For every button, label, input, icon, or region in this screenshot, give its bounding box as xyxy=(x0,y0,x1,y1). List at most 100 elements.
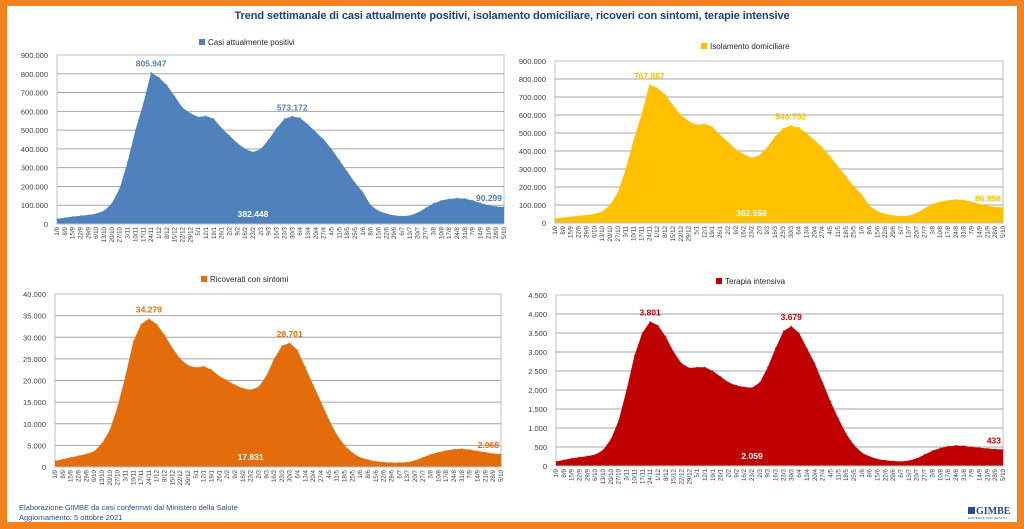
data-point xyxy=(291,115,293,117)
x-tick-label: 15/6 xyxy=(376,226,383,239)
data-point xyxy=(633,355,636,357)
data-point xyxy=(798,127,800,129)
data-point xyxy=(218,375,220,377)
data-point xyxy=(362,191,364,193)
data-point xyxy=(150,72,152,74)
y-tick-label: 500.000 xyxy=(519,129,546,138)
data-point xyxy=(947,199,949,201)
data-point xyxy=(210,369,213,371)
data-point xyxy=(860,193,863,195)
data-label: 540.792 xyxy=(775,112,806,122)
data-point xyxy=(95,213,97,215)
data-point xyxy=(672,104,674,106)
x-tick-label: 27/10 xyxy=(117,226,124,242)
data-point xyxy=(900,460,902,463)
data-point xyxy=(343,444,346,446)
data-point xyxy=(359,456,361,459)
x-tick-label: 22/9 xyxy=(78,226,85,239)
x-tick-label: 13/10 xyxy=(101,226,108,242)
x-tick-label: 2/3 xyxy=(255,469,262,478)
data-point xyxy=(916,457,918,459)
x-tick-label: 29/12 xyxy=(185,469,192,485)
x-tick-label: 9/3 xyxy=(263,469,270,478)
data-point xyxy=(257,386,260,388)
data-point xyxy=(492,452,494,455)
data-point xyxy=(377,210,380,212)
data-point xyxy=(307,123,309,126)
data-point xyxy=(602,449,604,451)
x-tick-label: 20/4 xyxy=(313,226,320,239)
y-tick-label: 35.000 xyxy=(23,312,46,321)
y-tick-label: 200.000 xyxy=(519,183,546,192)
x-tick-label: 2/2 xyxy=(726,468,733,477)
x-tick-label: 18/5 xyxy=(843,468,850,481)
data-point xyxy=(570,216,572,218)
data-point xyxy=(260,148,262,150)
x-tick-label: 27/10 xyxy=(115,469,122,485)
data-point xyxy=(398,462,400,464)
data-point xyxy=(85,453,87,455)
x-tick-label: 28/9 xyxy=(490,469,497,482)
data-point xyxy=(869,455,871,458)
x-tick-label: 14/9 xyxy=(976,468,983,481)
x-tick-label: 24/8 xyxy=(953,225,960,238)
data-label: 3.679 xyxy=(781,312,803,322)
x-tick-label: 13/7 xyxy=(906,468,913,481)
x-tick-label: 19/1 xyxy=(208,469,215,482)
x-tick-label: 15/9 xyxy=(70,226,77,239)
data-point xyxy=(759,381,761,383)
x-tick-label: 30/3 xyxy=(788,468,795,481)
data-point xyxy=(562,217,564,219)
data-point xyxy=(955,444,957,447)
x-tick-label: 9/2 xyxy=(234,226,241,235)
x-tick-label: 2/2 xyxy=(725,225,732,234)
data-point xyxy=(79,215,82,217)
x-tick-label: 30/3 xyxy=(788,225,795,238)
data-point xyxy=(109,429,111,431)
x-tick-label: 6/4 xyxy=(297,226,304,235)
y-tick-label: 5.000 xyxy=(27,441,46,450)
x-tick-label: 10/11 xyxy=(130,469,137,485)
x-tick-label: 8/12 xyxy=(164,226,171,239)
x-tick-label: 8/6 xyxy=(365,469,372,478)
data-point xyxy=(970,201,973,203)
x-tick-label: 15/12 xyxy=(169,469,176,485)
data-point xyxy=(385,213,387,215)
footer-source: Elaborazione GIMBE da casi confermati da… xyxy=(19,503,238,512)
x-tick-label: 8/12 xyxy=(663,468,670,481)
x-tick-label: 3/11 xyxy=(623,225,630,237)
data-point xyxy=(633,139,635,141)
x-tick-label: 3/11 xyxy=(122,469,129,481)
data-point xyxy=(158,76,160,79)
x-tick-label: 12/1 xyxy=(203,226,210,239)
data-point xyxy=(609,204,611,206)
data-point xyxy=(409,214,411,217)
legend-swatch xyxy=(716,278,722,284)
x-tick-label: 10/11 xyxy=(631,225,638,241)
data-point xyxy=(432,202,435,204)
data-point xyxy=(417,212,419,214)
x-tick-label: 29/12 xyxy=(187,226,194,242)
y-tick-label: 900.000 xyxy=(21,51,48,60)
y-tick-label: 1.000 xyxy=(528,424,547,433)
data-point xyxy=(503,206,505,208)
data-point xyxy=(140,323,142,325)
y-tick-label: 400.000 xyxy=(519,147,546,156)
data-point xyxy=(829,155,831,157)
x-tick-label: 14/9 xyxy=(475,469,482,482)
x-tick-label: 20/10 xyxy=(608,468,615,484)
data-point xyxy=(617,191,619,193)
data-point xyxy=(814,362,816,364)
x-tick-label: 27/7 xyxy=(420,469,427,482)
data-point xyxy=(743,386,745,388)
data-label: 767.867 xyxy=(634,71,665,81)
data-point xyxy=(205,115,207,117)
data-point xyxy=(750,157,753,159)
x-tick-label: 4/5 xyxy=(827,225,834,234)
data-point xyxy=(213,118,215,120)
data-point xyxy=(649,320,651,323)
data-point xyxy=(625,168,627,170)
x-tick-label: 20/10 xyxy=(607,225,614,241)
data-point xyxy=(70,456,72,459)
